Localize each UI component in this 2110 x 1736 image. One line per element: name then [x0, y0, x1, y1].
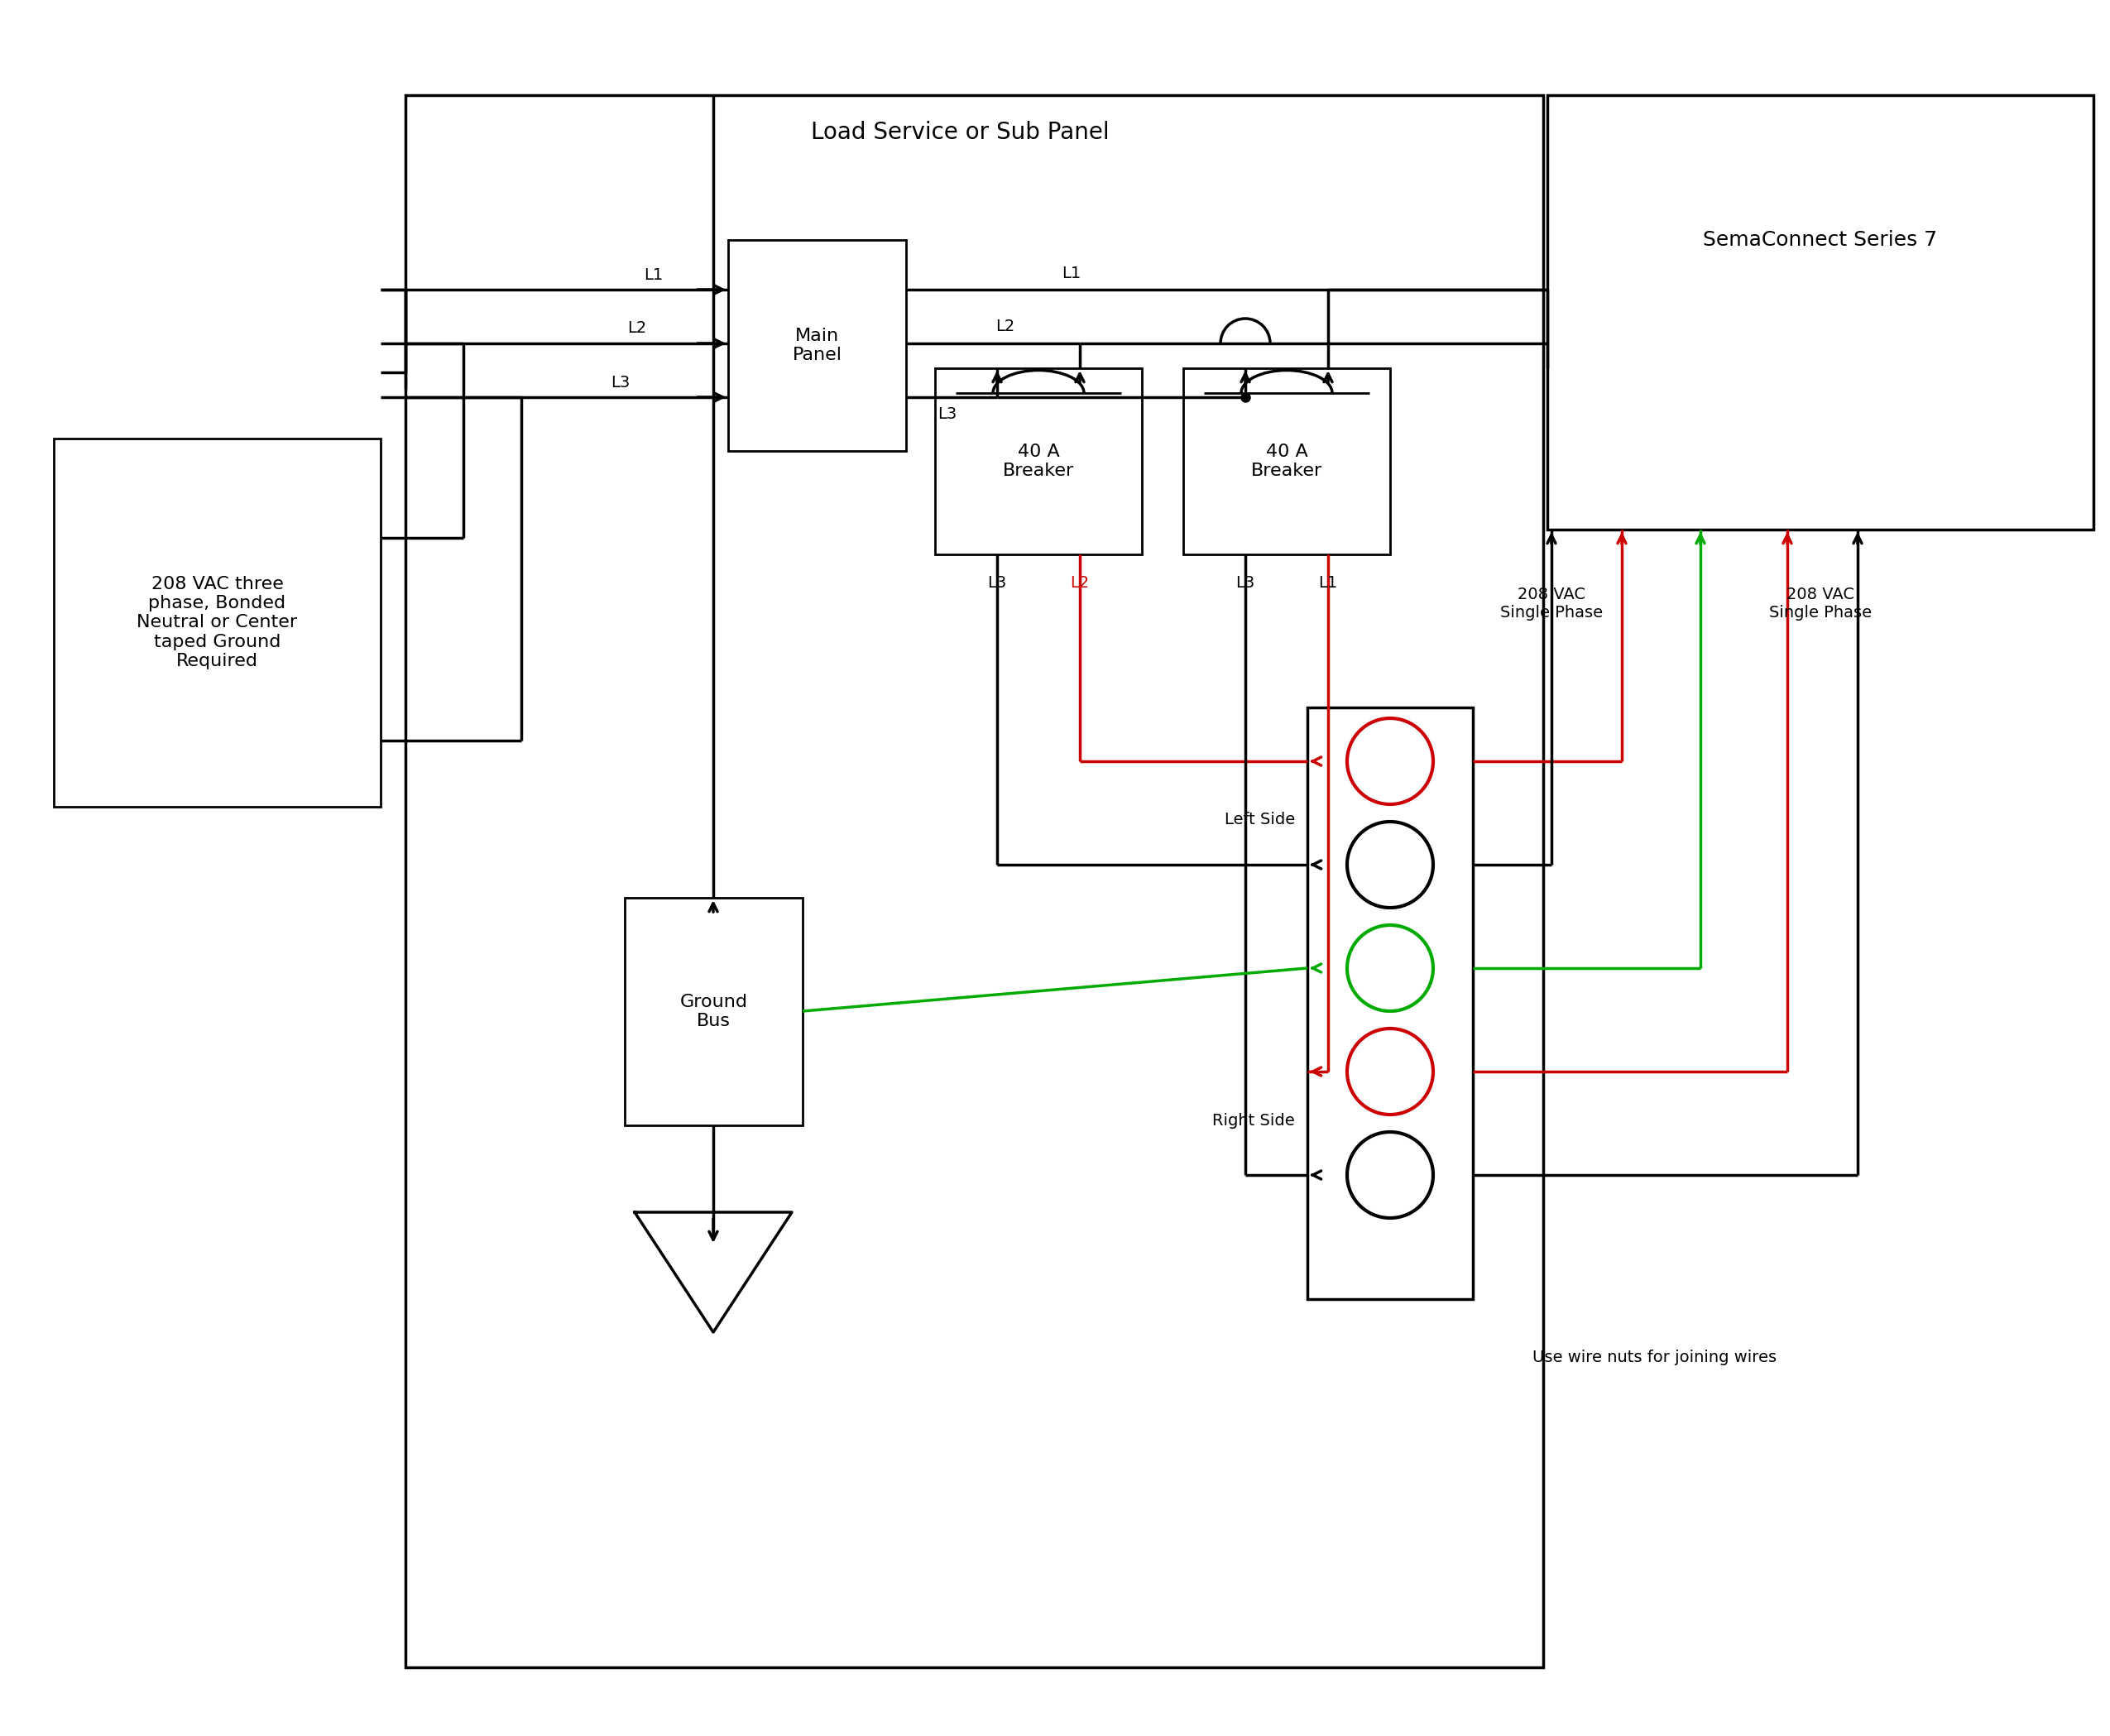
Bar — [935, 368, 1142, 554]
Text: L1: L1 — [644, 267, 663, 283]
Text: L3: L3 — [987, 576, 1006, 592]
Text: SemaConnect Series 7: SemaConnect Series 7 — [1703, 231, 1937, 250]
Text: L1: L1 — [1319, 576, 1338, 592]
Bar — [728, 240, 905, 451]
Text: 208 VAC
Single Phase: 208 VAC Single Phase — [1768, 587, 1872, 621]
Text: 208 VAC three
phase, Bonded
Neutral or Center
taped Ground
Required: 208 VAC three phase, Bonded Neutral or C… — [137, 576, 298, 670]
Text: Ground
Bus: Ground Bus — [679, 993, 747, 1029]
Text: L3: L3 — [937, 406, 958, 422]
Text: L3: L3 — [1236, 576, 1255, 592]
Bar — [1184, 368, 1390, 554]
Bar — [1547, 95, 2093, 529]
Text: Right Side: Right Side — [1213, 1113, 1296, 1128]
Text: L2: L2 — [627, 321, 648, 337]
Text: L1: L1 — [1061, 266, 1080, 281]
Text: Use wire nuts for joining wires: Use wire nuts for joining wires — [1532, 1349, 1777, 1364]
Text: 40 A
Breaker: 40 A Breaker — [1002, 443, 1074, 479]
Text: L2: L2 — [1070, 576, 1089, 592]
Text: Load Service or Sub Panel: Load Service or Sub Panel — [810, 122, 1110, 144]
Text: Main
Panel: Main Panel — [791, 328, 842, 363]
Text: 40 A
Breaker: 40 A Breaker — [1251, 443, 1323, 479]
Text: Left Side: Left Side — [1224, 811, 1296, 826]
Bar — [625, 898, 802, 1125]
Text: 208 VAC
Single Phase: 208 VAC Single Phase — [1500, 587, 1604, 621]
Bar — [1308, 708, 1473, 1299]
Bar — [53, 439, 380, 807]
Text: L2: L2 — [996, 319, 1015, 335]
Bar — [405, 95, 1542, 1667]
Text: L3: L3 — [612, 375, 631, 391]
